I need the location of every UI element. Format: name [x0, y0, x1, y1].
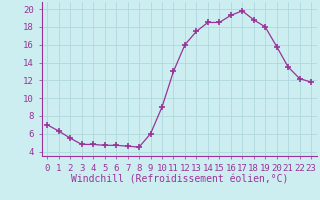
X-axis label: Windchill (Refroidissement éolien,°C): Windchill (Refroidissement éolien,°C) — [70, 174, 288, 184]
